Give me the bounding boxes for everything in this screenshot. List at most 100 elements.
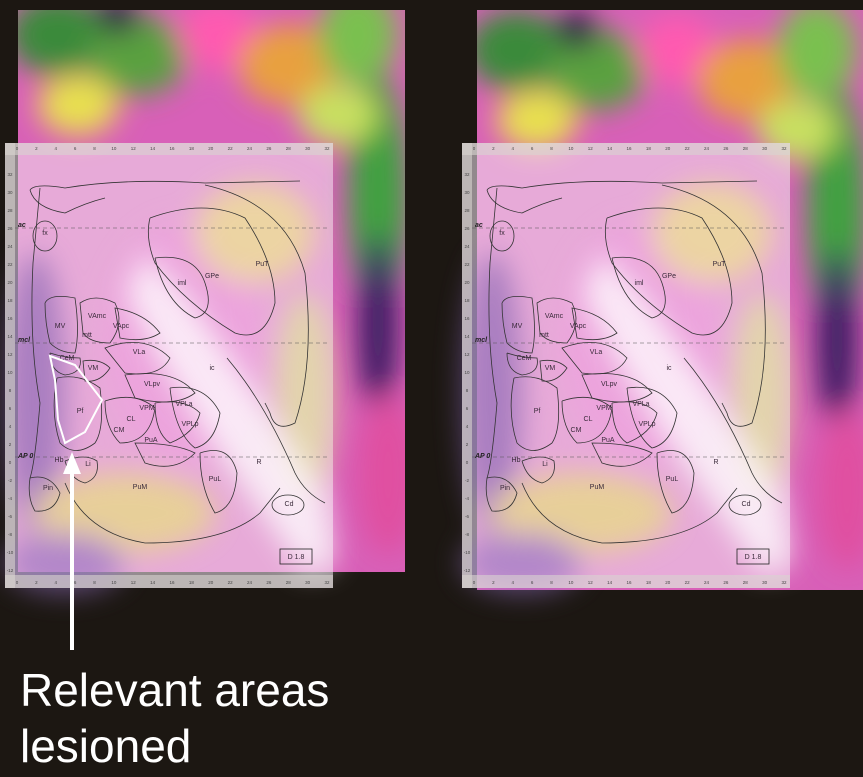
region-label: MV — [55, 323, 66, 330]
caption-line: lesioned — [20, 720, 191, 772]
x-tick-label: 10 — [111, 580, 117, 585]
x-tick-label: 16 — [626, 146, 632, 151]
y-tick-label: 26 — [464, 226, 470, 231]
x-tick-label: 24 — [247, 146, 253, 151]
y-tick-label: 8 — [9, 388, 12, 393]
y-tick-label: 2 — [9, 442, 12, 447]
x-tick-label: 6 — [74, 146, 77, 151]
x-tick-label: 4 — [511, 580, 514, 585]
y-tick-label: 10 — [464, 370, 470, 375]
x-tick-label: 26 — [723, 146, 729, 151]
y-tick-label: -10 — [7, 550, 14, 555]
y-tick-label: 14 — [7, 334, 13, 339]
region-label: PuA — [601, 437, 615, 444]
y-tick-label: -4 — [8, 496, 12, 501]
x-tick-label: 4 — [511, 146, 514, 151]
region-label: VApc — [113, 323, 130, 330]
region-label: iml — [635, 280, 644, 287]
region-label: VLpv — [144, 381, 160, 388]
x-tick-label: 18 — [189, 146, 195, 151]
x-tick-label: 12 — [131, 580, 137, 585]
x-tick-label: 2 — [35, 580, 38, 585]
region-label: VPLa — [175, 401, 192, 408]
y-tick-label: 24 — [464, 244, 470, 249]
region-label: iml — [178, 280, 187, 287]
region-label: fx — [499, 230, 505, 237]
y-tick-label: -2 — [8, 478, 12, 483]
x-tick-label: 24 — [704, 146, 710, 151]
y-tick-label: 16 — [7, 316, 13, 321]
x-tick-label: 0 — [16, 146, 19, 151]
region-label: Li — [542, 461, 548, 468]
y-tick-label: -8 — [8, 532, 12, 537]
section-label: D 1.8 — [745, 554, 762, 561]
y-tick-label: 28 — [464, 208, 470, 213]
region-label: Pin — [500, 485, 510, 492]
left-panel: fx MV VAmc mtt VApc iml GPe PuT CeM VLa VM ic VLpv Pf… — [5, 0, 418, 650]
region-label: PuT — [713, 261, 727, 268]
y-tick-label: -2 — [465, 478, 469, 483]
region-label: PuA — [144, 437, 158, 444]
region-label: VPM — [139, 405, 154, 412]
y-tick-label: 16 — [464, 316, 470, 321]
region-label: mtt — [539, 332, 549, 339]
y-tick-label: 6 — [466, 406, 469, 411]
x-tick-label: 4 — [54, 580, 57, 585]
x-tick-label: 22 — [685, 146, 691, 151]
y-tick-label: 4 — [9, 424, 12, 429]
x-tick-label: 12 — [588, 580, 594, 585]
region-label: GPe — [205, 273, 219, 280]
region-label: R — [256, 459, 261, 466]
x-tick-label: 18 — [646, 580, 652, 585]
x-tick-label: 0 — [16, 580, 19, 585]
region-label: VPLa — [632, 401, 649, 408]
x-tick-label: 28 — [743, 580, 749, 585]
y-tick-label: 6 — [9, 406, 12, 411]
y-tick-label: 18 — [7, 298, 13, 303]
x-tick-label: 2 — [35, 146, 38, 151]
caption-line: Relevant areas — [20, 664, 329, 716]
region-label: VAmc — [88, 313, 107, 320]
y-tick-label: -8 — [465, 532, 469, 537]
x-tick-label: 24 — [704, 580, 710, 585]
x-tick-label: 28 — [286, 146, 292, 151]
arrow-head — [63, 452, 81, 474]
y-tick-label: -6 — [465, 514, 469, 519]
x-tick-label: 20 — [208, 580, 214, 585]
region-label: PuL — [666, 476, 679, 483]
region-label: VPM — [596, 405, 611, 412]
x-tick-label: 30 — [305, 580, 311, 585]
region-label: CM — [114, 427, 125, 434]
region-label: Hb — [55, 457, 64, 464]
x-tick-label: 10 — [568, 580, 574, 585]
x-tick-label: 8 — [550, 146, 553, 151]
plane-label: mcl — [18, 337, 31, 344]
y-tick-label: 22 — [7, 262, 13, 267]
y-tick-label: 32 — [464, 172, 470, 177]
x-tick-label: 20 — [208, 146, 214, 151]
x-tick-label: 20 — [665, 146, 671, 151]
region-label: Hb — [512, 457, 521, 464]
x-tick-label: 32 — [781, 146, 787, 151]
right-panel: fx MV VAmc mtt VApc iml GPe PuT CeM VLa VM ic VLpv Pf… — [462, 0, 863, 593]
x-tick-label: 8 — [93, 580, 96, 585]
region-label: Pin — [43, 485, 53, 492]
y-tick-label: 18 — [464, 298, 470, 303]
y-tick-label: -10 — [464, 550, 471, 555]
x-tick-label: 6 — [531, 146, 534, 151]
region-label: VM — [545, 365, 556, 372]
x-tick-label: 26 — [266, 580, 272, 585]
y-tick-label: 30 — [7, 190, 13, 195]
x-tick-label: 28 — [743, 146, 749, 151]
region-label: CM — [571, 427, 582, 434]
x-tick-label: 14 — [150, 580, 156, 585]
region-label: Cd — [742, 501, 751, 508]
x-tick-label: 16 — [169, 580, 175, 585]
region-label: CL — [127, 416, 136, 423]
x-tick-label: 22 — [228, 580, 234, 585]
region-label: VPLp — [638, 421, 655, 428]
x-tick-label: 18 — [646, 146, 652, 151]
x-tick-label: 12 — [131, 146, 137, 151]
